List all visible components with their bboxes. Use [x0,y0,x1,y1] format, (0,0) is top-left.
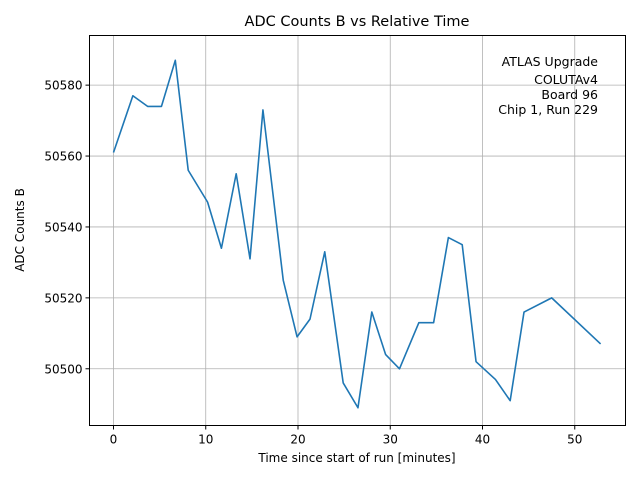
grid-lines [89,35,626,426]
x-tick-label: 40 [475,433,490,447]
annotation-line: ATLAS Upgrade [502,54,599,69]
x-tick-label: 0 [110,433,118,447]
chart-title: ADC Counts B vs Relative Time [245,14,470,30]
x-axis-label: Time since start of run [minutes] [257,451,455,465]
y-tick-label: 50560 [44,150,82,164]
y-tick-label: 50540 [44,220,82,234]
x-tick-label: 50 [567,433,582,447]
annotation-line: COLUTAv4 [534,72,598,87]
x-tick-label: 10 [198,433,213,447]
x-tick-label: 20 [290,433,305,447]
run-info-annotation: ATLAS Upgrade COLUTAv4 Board 96 Chip 1, … [498,54,598,117]
annotation-line: Chip 1, Run 229 [498,102,598,117]
plot-frame [89,35,626,426]
y-tick-label: 50500 [44,362,82,376]
y-tick-label: 50520 [44,291,82,305]
y-axis-label: ADC Counts B [13,188,27,272]
axis-ticks: 0 10 20 30 40 50 50500 50520 50540 50560 50580 [44,79,582,447]
x-tick-label: 30 [383,433,398,447]
series-layer [112,59,602,409]
annotation-line: Board 96 [541,87,598,102]
y-tick-label: 50580 [44,79,82,93]
series-line [112,59,602,409]
